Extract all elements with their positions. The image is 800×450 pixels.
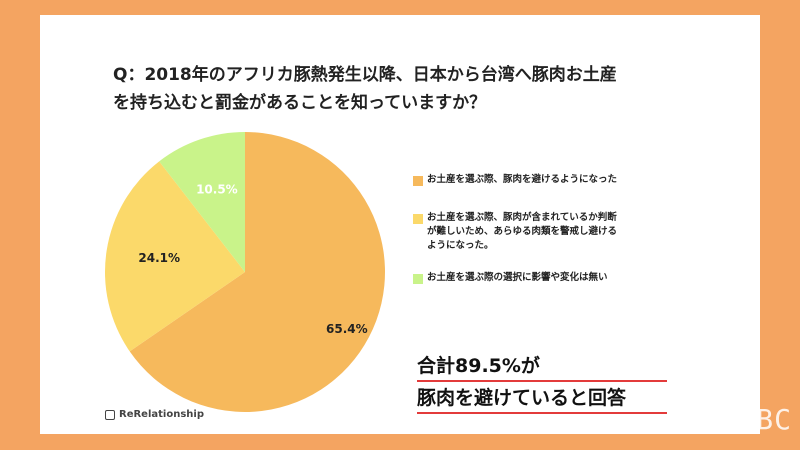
watermark: RBC <box>738 403 792 436</box>
logo-icon <box>105 409 115 420</box>
legend-swatch <box>413 274 423 284</box>
callout-line-1: 合計89.5%が <box>417 355 540 377</box>
pie-chart: 65.4% 24.1% 10.5% <box>104 132 386 412</box>
logo-text: ReRelationship <box>119 409 204 420</box>
total-callout: 合計89.5%が 豚肉を避けていると回答 <box>417 352 667 414</box>
legend-label-line: お土産を選ぶ際、豚肉が含まれているか判断 <box>427 212 617 223</box>
pie-data-label: 24.1% <box>138 251 180 265</box>
legend-swatch <box>413 214 423 224</box>
question-line-2: を持ち込むと罰金があることを知っていますか？ <box>113 93 487 113</box>
legend-label-line: お土産を選ぶ際、豚肉を避けるようになった <box>427 174 618 185</box>
legend-label: お土産を選ぶ際、豚肉を避けるようになった <box>427 173 637 187</box>
pie-slice <box>129 132 386 412</box>
legend-label: お土産を選ぶ際、豚肉が含まれているか判断 が難しいため、あらゆる肉類を警戒し避け… <box>427 211 637 253</box>
brand-logo: ReRelationship <box>105 409 204 420</box>
callout-underline <box>417 412 667 414</box>
legend-label-line: が難しいため、あらゆる肉類を警戒し避ける <box>427 226 618 237</box>
pie-data-label: 65.4% <box>326 322 368 336</box>
slide: Q：2018年のアフリカ豚熱発生以降、日本から台湾へ豚肉お土産 を持ち込むと罰金… <box>40 15 760 434</box>
legend-label-line: お土産を選ぶ際の選択に影響や変化は無い <box>427 272 608 283</box>
pie-slice <box>104 161 245 352</box>
callout-underline <box>417 380 667 382</box>
legend-swatch <box>413 176 423 186</box>
legend-label: お土産を選ぶ際の選択に影響や変化は無い <box>427 271 637 285</box>
question-title: Q：2018年のアフリカ豚熱発生以降、日本から台湾へ豚肉お土産 を持ち込むと罰金… <box>113 61 713 117</box>
legend-label-line: ようになった。 <box>427 240 494 251</box>
callout-line-2: 豚肉を避けていると回答 <box>417 387 627 409</box>
question-line-1: Q：2018年のアフリカ豚熱発生以降、日本から台湾へ豚肉お土産 <box>113 65 617 85</box>
pie-data-label: 10.5% <box>196 182 238 196</box>
pie-slice <box>159 132 245 272</box>
